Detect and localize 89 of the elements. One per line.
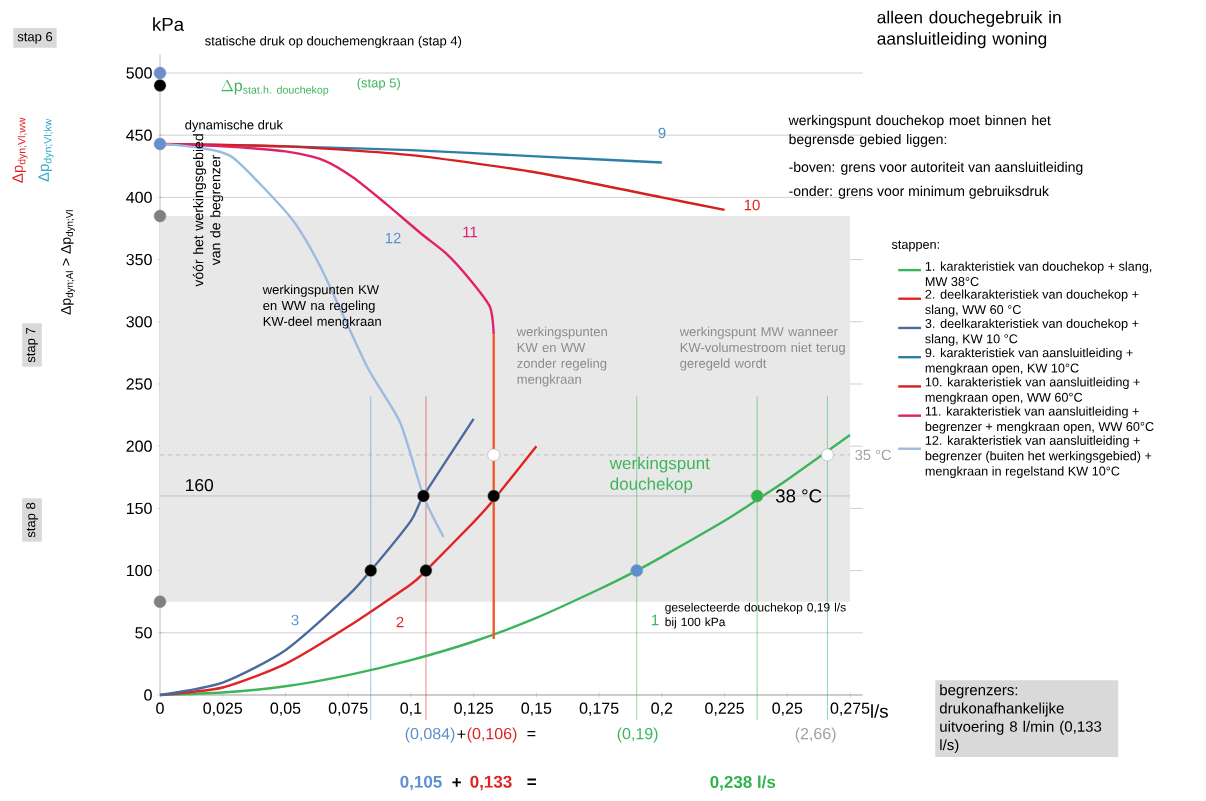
text: (2,66) bbox=[795, 727, 836, 743]
x-tick-label: 0,25 bbox=[772, 702, 803, 716]
x-tick-label: 0,125 bbox=[454, 702, 493, 716]
text: (0,19) bbox=[617, 727, 658, 743]
point bbox=[487, 448, 500, 462]
text: = bbox=[527, 731, 536, 737]
text: (0,106) bbox=[467, 727, 517, 743]
y-tick-label: 300 bbox=[126, 316, 152, 328]
y-tick-label: 400 bbox=[126, 191, 152, 204]
text: stap 6 bbox=[17, 32, 53, 44]
x-tick-label: 0,025 bbox=[203, 702, 243, 716]
line-series bbox=[158, 417, 475, 697]
point bbox=[153, 595, 167, 608]
x-tick-label: 0,1 bbox=[400, 702, 422, 716]
y-tick-label: 450 bbox=[126, 129, 152, 141]
y-tick-label: 250 bbox=[126, 378, 152, 390]
annotation: 11 bbox=[463, 226, 478, 238]
legend-label: 9. karakteristiek van aansluitleiding + mengkraan open, KW 10°C bbox=[925, 347, 1133, 376]
annotation: -onder: grens voor minimum gebruiksdruk bbox=[789, 185, 1049, 199]
point bbox=[750, 489, 764, 503]
x-axis-title: l/s bbox=[871, 704, 888, 718]
text: (0,084) bbox=[405, 727, 455, 743]
annotation: werkingspunten KW en WW zonder regeling mengkraan bbox=[516, 326, 607, 387]
text: + bbox=[452, 778, 461, 787]
x-tick-label: 0,2 bbox=[651, 702, 673, 716]
point bbox=[153, 79, 167, 92]
text: + bbox=[457, 730, 466, 739]
text: = bbox=[527, 778, 536, 785]
annotation: 38 °C bbox=[775, 489, 822, 503]
y-axis-title: kPa bbox=[153, 17, 185, 31]
annotation: $\Delta\mathrm{p}_{\mathrm{stat.h.\ douchekop}}$ bbox=[221, 79, 329, 96]
x-tick-label: 0,15 bbox=[521, 702, 552, 716]
annotation: vóór het werkingsgebied van de begrenzer bbox=[192, 134, 224, 287]
y-tick-label: 0 bbox=[144, 689, 152, 701]
y-tick-label: 150 bbox=[126, 502, 152, 515]
legend-label: 1. karakteristiek van douchekop + slang, MW 38°C bbox=[925, 261, 1152, 287]
legend-title: stappen: bbox=[891, 240, 939, 252]
text: statische druk op douchemengkraan (stap 4) bbox=[205, 35, 462, 49]
x-tick-label: 0,175 bbox=[579, 702, 619, 716]
x-tick-label: 0,05 bbox=[270, 702, 301, 716]
annotation: 3 bbox=[291, 614, 299, 626]
annotation: 9 bbox=[658, 127, 666, 139]
text: 0,133 bbox=[470, 775, 512, 791]
y-tick-label: 500 bbox=[126, 67, 152, 79]
annotation: geselecteerde douchekop 0,19 l/s bij 100 kPa bbox=[665, 602, 846, 629]
annotation: 10 bbox=[744, 199, 760, 211]
annotation: 12 bbox=[385, 232, 401, 244]
point bbox=[821, 448, 834, 462]
annotation: werkingspunt douchekop moet binnen het begrensde gebied liggen: bbox=[788, 114, 1051, 147]
point bbox=[630, 564, 643, 577]
point bbox=[153, 209, 167, 223]
point bbox=[153, 66, 167, 80]
text: stap 7 bbox=[26, 327, 38, 363]
legend-label: 2. deelkarakteristiek van douchekop + slang, WW 60 °C bbox=[925, 289, 1139, 317]
legend-label: 3. deelkarakteristiek van douchekop + slang, KW 10 °C bbox=[925, 318, 1139, 346]
annotation: dynamische druk bbox=[185, 119, 283, 133]
text: stap 8 bbox=[26, 502, 38, 538]
ref-line-label: 35 °C bbox=[855, 449, 891, 461]
legend-label: 10. karakteristiek van aansluitleiding + mengkraan open, WW 60°C bbox=[925, 377, 1140, 405]
text: 0,238 l/s bbox=[710, 775, 776, 791]
y-tick-label: 50 bbox=[135, 627, 152, 639]
y-tick-label: 350 bbox=[126, 253, 152, 266]
text: 0,105 bbox=[400, 775, 442, 791]
legend-label: 12. karakteristiek van aansluitleiding + begrenzer (buiten het werkingsgebied) + mengkraan in regelstand KW 10°C bbox=[925, 435, 1152, 479]
annotation: -boven: grens voor autoriteit van aansluitleiding bbox=[789, 161, 1083, 175]
text: alleen douchegebruik in aansluitleiding woning bbox=[877, 10, 1061, 49]
annotation: werkingspunt douchekop bbox=[609, 456, 710, 494]
point bbox=[364, 564, 378, 577]
point bbox=[487, 489, 500, 503]
text: Δp$_{dyn;Vl;kw}$ bbox=[38, 118, 54, 182]
x-tick-label: 0,225 bbox=[705, 702, 744, 716]
y-tick-label: 100 bbox=[126, 564, 152, 577]
annotation: werkingspunt MW wanneer KW-volumestroom niet terug geregeld wordt bbox=[679, 326, 845, 371]
annotation: (stap 5) bbox=[357, 77, 400, 91]
annotation: 2 bbox=[396, 616, 404, 628]
text: begrenzers: drukonafhankelijke uitvoering 8 l/min (0,133 l/s) bbox=[939, 684, 1102, 754]
x-tick-label: 0,275 bbox=[830, 702, 870, 716]
annotation: werkingspunten KW en WW na regeling KW-deel mengkraan bbox=[262, 284, 381, 329]
point bbox=[417, 489, 430, 503]
x-tick-label: 0,075 bbox=[328, 702, 368, 716]
legend-label: 11. karakteristiek van aansluitleiding + begrenzer + mengkraan open, WW 60°C bbox=[925, 406, 1154, 434]
x-tick-label: 0 bbox=[156, 702, 164, 714]
point bbox=[153, 137, 167, 151]
y-tick-label: 200 bbox=[126, 440, 152, 452]
text: Δp$_{dyn;Vl;ww}$ bbox=[12, 117, 28, 183]
text: Δp$_{dyn;Al}$ > Δp$_{dyn;Vl}$ bbox=[61, 210, 75, 315]
ref-line-label: 160 bbox=[186, 478, 214, 492]
point bbox=[419, 564, 433, 577]
annotation: 1 bbox=[651, 614, 659, 626]
